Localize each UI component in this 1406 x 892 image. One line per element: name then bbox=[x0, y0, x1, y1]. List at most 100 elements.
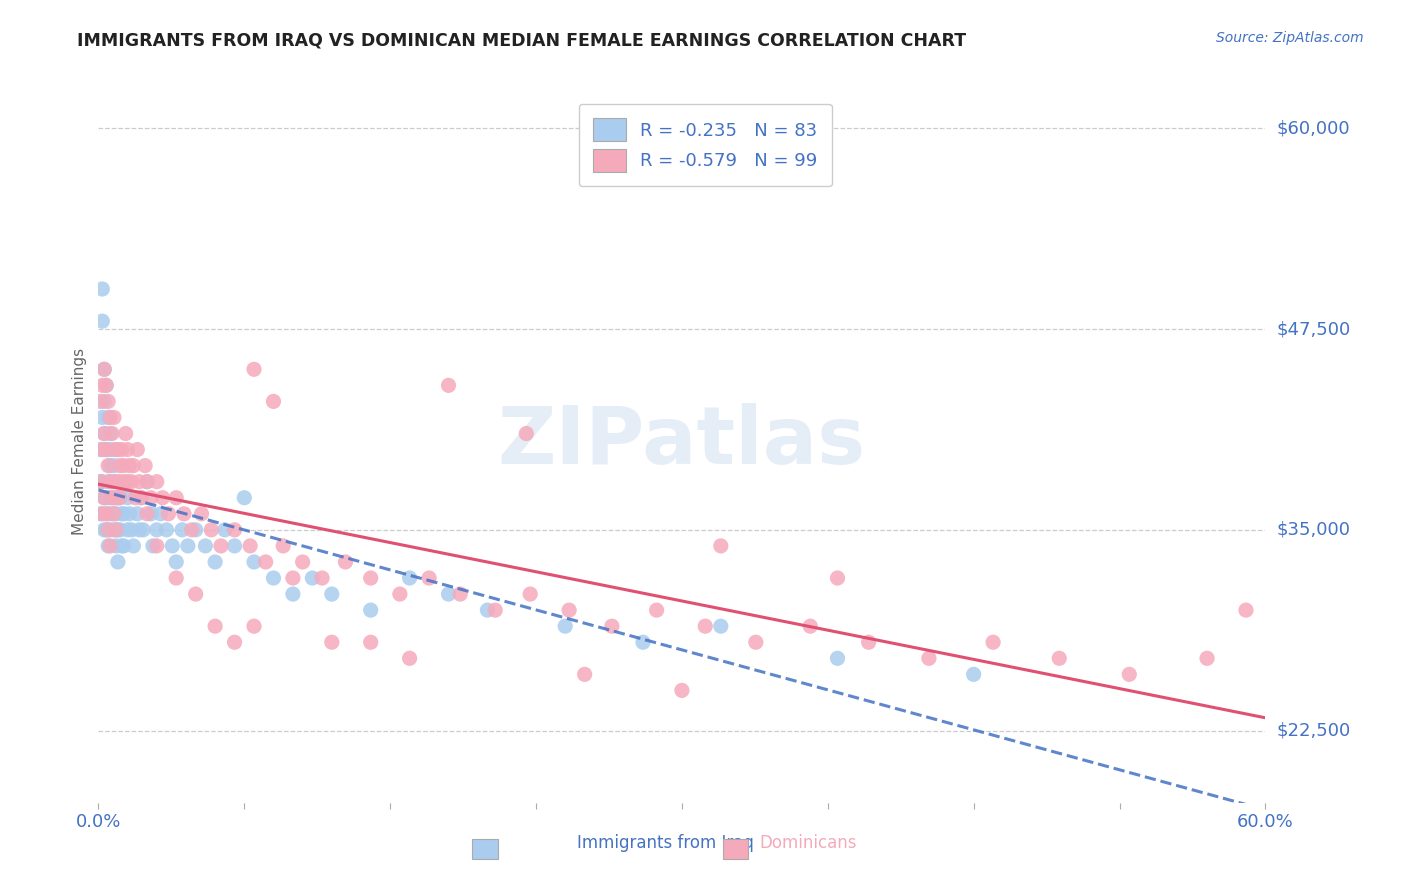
Point bbox=[1195, 651, 1218, 665]
Point bbox=[104, 507, 127, 521]
Point bbox=[98, 410, 121, 425]
Point bbox=[103, 523, 125, 537]
Point bbox=[93, 491, 115, 505]
Point bbox=[96, 491, 118, 505]
Point bbox=[127, 507, 149, 521]
Point bbox=[262, 571, 284, 585]
Point bbox=[101, 475, 124, 489]
Point bbox=[671, 683, 693, 698]
Point bbox=[107, 475, 129, 489]
Point bbox=[281, 571, 304, 585]
FancyBboxPatch shape bbox=[472, 838, 498, 859]
Point bbox=[128, 523, 150, 537]
Point bbox=[91, 507, 114, 521]
Text: ZIPatlas: ZIPatlas bbox=[498, 402, 866, 481]
Point bbox=[103, 507, 125, 521]
Point bbox=[224, 523, 246, 537]
Point bbox=[388, 587, 411, 601]
Point bbox=[177, 539, 200, 553]
Point bbox=[127, 442, 149, 457]
Point bbox=[165, 555, 187, 569]
Point bbox=[96, 378, 118, 392]
Point bbox=[114, 475, 136, 489]
Point bbox=[194, 539, 217, 553]
Point bbox=[121, 523, 143, 537]
Y-axis label: Median Female Earnings: Median Female Earnings bbox=[72, 348, 87, 535]
Text: $35,000: $35,000 bbox=[1277, 521, 1351, 539]
Point bbox=[146, 523, 169, 537]
Point bbox=[152, 491, 174, 505]
Point bbox=[89, 442, 111, 457]
Point bbox=[321, 635, 343, 649]
Point bbox=[360, 635, 382, 649]
Point bbox=[104, 539, 127, 553]
Point bbox=[170, 523, 193, 537]
Point bbox=[209, 539, 232, 553]
Point bbox=[111, 539, 134, 553]
Legend: R = -0.235   N = 83, R = -0.579   N = 99: R = -0.235 N = 83, R = -0.579 N = 99 bbox=[579, 103, 832, 186]
Point bbox=[122, 458, 145, 473]
Point bbox=[117, 475, 139, 489]
Point bbox=[645, 603, 668, 617]
Point bbox=[97, 458, 120, 473]
Point bbox=[107, 555, 129, 569]
Point bbox=[139, 507, 162, 521]
Point bbox=[112, 539, 135, 553]
Point bbox=[574, 667, 596, 681]
Point bbox=[108, 523, 131, 537]
Point bbox=[281, 587, 304, 601]
Point bbox=[146, 539, 169, 553]
Point bbox=[98, 539, 121, 553]
Point bbox=[204, 555, 226, 569]
Point bbox=[108, 491, 131, 505]
Point bbox=[98, 426, 121, 441]
Point bbox=[398, 651, 420, 665]
Point bbox=[262, 394, 284, 409]
Text: Immigrants from Iraq: Immigrants from Iraq bbox=[576, 834, 754, 853]
Point bbox=[104, 523, 127, 537]
Point bbox=[89, 475, 111, 489]
Point bbox=[162, 539, 184, 553]
Point bbox=[104, 442, 127, 457]
Point bbox=[155, 523, 177, 537]
Point bbox=[142, 539, 165, 553]
Point bbox=[243, 555, 266, 569]
Point bbox=[484, 603, 506, 617]
Point bbox=[121, 475, 143, 489]
Point bbox=[108, 458, 131, 473]
Point bbox=[224, 539, 246, 553]
Point bbox=[98, 475, 121, 489]
Point bbox=[97, 410, 120, 425]
Point bbox=[149, 507, 172, 521]
Point bbox=[93, 491, 115, 505]
Point bbox=[128, 475, 150, 489]
Point bbox=[98, 491, 121, 505]
Point bbox=[558, 603, 581, 617]
Point bbox=[360, 571, 382, 585]
Point bbox=[418, 571, 440, 585]
FancyBboxPatch shape bbox=[723, 838, 748, 859]
Point bbox=[108, 491, 131, 505]
Point bbox=[91, 378, 114, 392]
Point bbox=[107, 491, 129, 505]
Point bbox=[239, 539, 262, 553]
Point bbox=[254, 555, 277, 569]
Point bbox=[710, 539, 733, 553]
Point bbox=[398, 571, 420, 585]
Point bbox=[335, 555, 357, 569]
Point bbox=[799, 619, 821, 633]
Point bbox=[139, 491, 162, 505]
Point bbox=[477, 603, 499, 617]
Text: Dominicans: Dominicans bbox=[759, 834, 856, 853]
Point bbox=[117, 442, 139, 457]
Point bbox=[103, 410, 125, 425]
Text: Source: ZipAtlas.com: Source: ZipAtlas.com bbox=[1216, 31, 1364, 45]
Point bbox=[124, 491, 146, 505]
Point bbox=[291, 555, 314, 569]
Point bbox=[243, 619, 266, 633]
Text: $22,500: $22,500 bbox=[1277, 722, 1351, 739]
Point bbox=[918, 651, 941, 665]
Point bbox=[101, 491, 124, 505]
Point bbox=[93, 362, 115, 376]
Point bbox=[190, 507, 212, 521]
